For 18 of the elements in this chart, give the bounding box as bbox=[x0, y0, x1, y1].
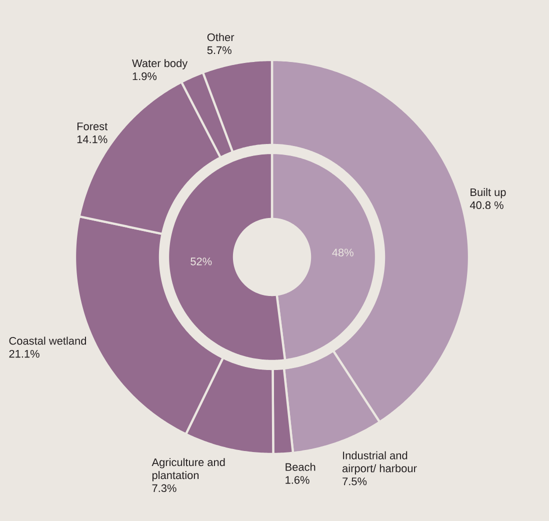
slice-label: Coastal wetland bbox=[9, 336, 86, 345]
data-label: 7.3% bbox=[152, 484, 176, 492]
slice-label: Other bbox=[207, 33, 234, 42]
data-label: 40.8 % bbox=[470, 201, 504, 210]
slice-label: Built up bbox=[470, 188, 506, 198]
slice-label: Agriculture and plantation bbox=[152, 458, 225, 482]
data-label: 1.6% bbox=[286, 476, 310, 484]
slice-label: Beach bbox=[286, 462, 316, 471]
data-label: 7.5% bbox=[342, 478, 367, 486]
data-label: 21.1% bbox=[9, 350, 40, 358]
data-label: 5.7% bbox=[207, 46, 232, 54]
data-label: 14.1% bbox=[77, 135, 108, 144]
slice-label: Water body bbox=[132, 59, 188, 70]
slice-label: Industrial and airport/ harbour bbox=[342, 451, 417, 474]
data-label: 48% bbox=[332, 248, 354, 256]
slice-label: Forest bbox=[77, 122, 108, 130]
data-label: 52% bbox=[190, 258, 212, 266]
data-label: 1.9% bbox=[132, 72, 157, 80]
